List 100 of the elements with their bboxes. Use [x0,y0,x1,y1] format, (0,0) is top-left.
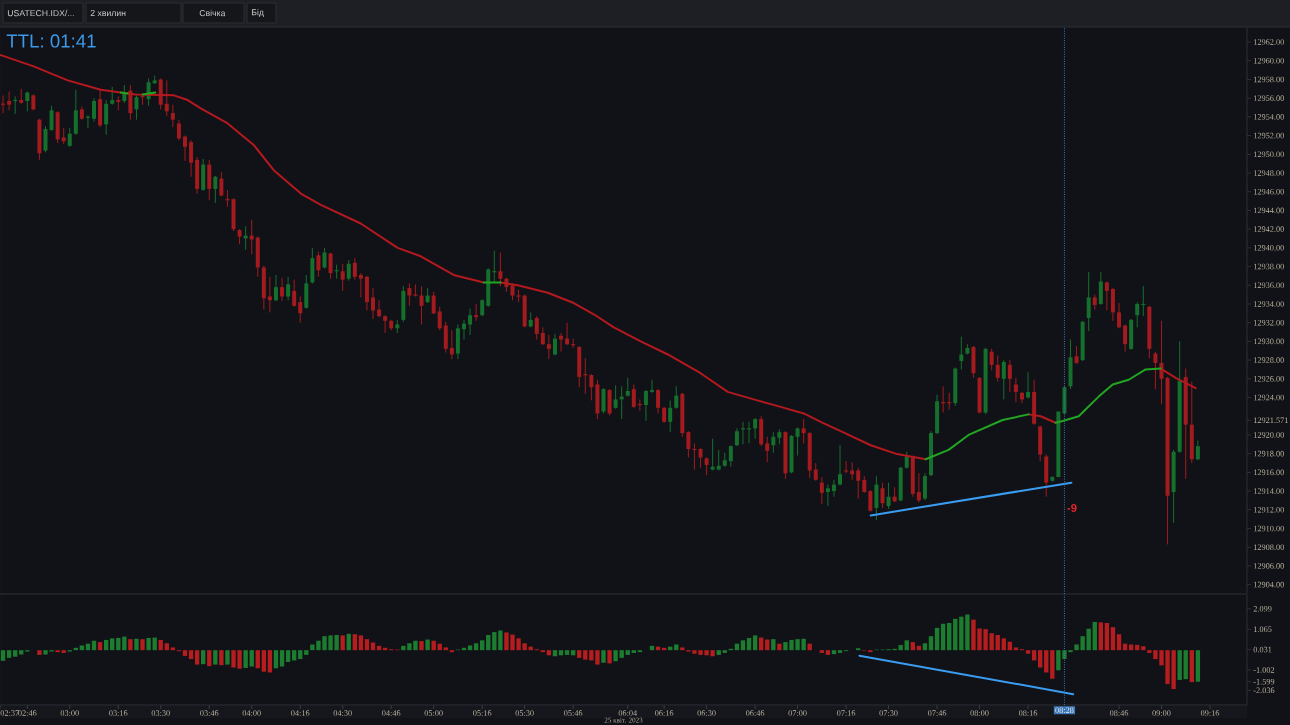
x-tick-label: 05:00 [424,710,443,716]
bar [473,643,479,651]
candlestick [1019,391,1024,404]
candlestick [753,417,758,440]
candlestick [613,384,618,410]
bar [267,650,273,673]
candlestick [164,79,169,117]
bar [140,639,145,651]
candlestick [352,257,357,281]
candlestick [1195,440,1200,461]
candlestick [419,285,424,326]
bar [934,627,940,651]
candlestick [880,482,885,509]
candlestick [322,247,327,269]
bar [340,635,345,651]
candlestick [182,135,187,162]
x-tick-label: 02:37 [0,710,19,716]
bar [188,650,194,660]
candlestick [280,277,285,302]
x-tick-label: 03:16 [109,710,128,716]
candlestick [650,379,655,394]
bar [97,642,103,651]
candlestick [819,476,824,505]
candlestick [437,306,442,331]
candlestick [868,489,873,513]
bar [255,650,260,669]
x-tick-label: 06:16 [655,710,674,716]
bar [825,650,831,655]
candlestick [922,472,927,501]
bar [273,650,279,669]
y-tick-label: 12936.00 [1254,282,1284,289]
bar [213,650,218,665]
text: Свічка [199,9,226,17]
x-tick-label: 07:00 [788,710,807,716]
candlestick [498,252,503,287]
bar [243,650,248,668]
candlestick [710,438,715,471]
x-tick-label: 07:16 [837,710,856,716]
candlestick [668,399,673,433]
candlestick [25,91,30,112]
candlestick [176,119,181,141]
x-tick-label: 05:46 [564,710,583,716]
x-tick-label: 04:30 [333,710,352,716]
candlestick [104,99,109,136]
candlestick [316,251,321,278]
bar [819,650,825,653]
x-tick-label: 07:46 [927,710,947,716]
y-tick-label: 12926.00 [1254,376,1284,382]
y-tick-label: 12946.00 [1254,188,1284,195]
bar [1110,627,1116,651]
candlestick [92,97,97,123]
y-tick-label: 12944.00 [1254,207,1284,214]
x-tick-label: 06:30 [697,710,716,716]
bar [1037,650,1043,668]
y-tick-label: -1.002 [1253,667,1275,673]
candlestick [383,314,388,334]
y-tick-label: 12942.00 [1254,226,1284,232]
candlestick [631,383,636,409]
bar [1177,650,1182,680]
y-tick-label: 12930.00 [1254,338,1284,345]
x-tick-label: 06:04 [618,710,638,716]
candlestick [886,482,891,510]
candlestick [431,291,436,315]
candlestick [219,171,224,197]
bar [298,650,303,660]
x-tick-label: 04:16 [291,710,310,716]
y-tick-label: 12932.00 [1254,319,1284,326]
bar [898,645,903,651]
candlestick [625,377,630,398]
y-tick-label: 12962.00 [1254,39,1284,45]
candlestick [559,332,564,353]
x-tick-label: 04:46 [382,710,401,716]
candlestick [1117,302,1122,329]
bar [564,650,570,655]
candlestick [461,319,466,341]
candlestick [298,295,303,324]
bar [1044,650,1049,673]
candlestick [1135,301,1140,328]
y-tick-label: 12950.00 [1254,151,1284,158]
candlestick [674,385,679,410]
candlestick [267,276,272,313]
bar [1013,647,1019,651]
bar [492,632,497,651]
bar [79,645,85,651]
candlestick [189,139,194,178]
bar [674,644,679,651]
bar [910,642,915,651]
bar [285,650,291,663]
bar [947,622,952,651]
bar [746,637,752,651]
x-tick-label: 07:30 [879,710,898,716]
candlestick [377,299,382,318]
candlestick [546,334,551,360]
x-tick-label: 08:46 [1109,710,1129,716]
candlestick [643,389,648,422]
y-tick-label: 12912.00 [1254,506,1284,513]
candlestick [371,287,376,320]
bar [1183,650,1188,680]
candlestick [1123,324,1128,353]
bar [164,643,169,651]
